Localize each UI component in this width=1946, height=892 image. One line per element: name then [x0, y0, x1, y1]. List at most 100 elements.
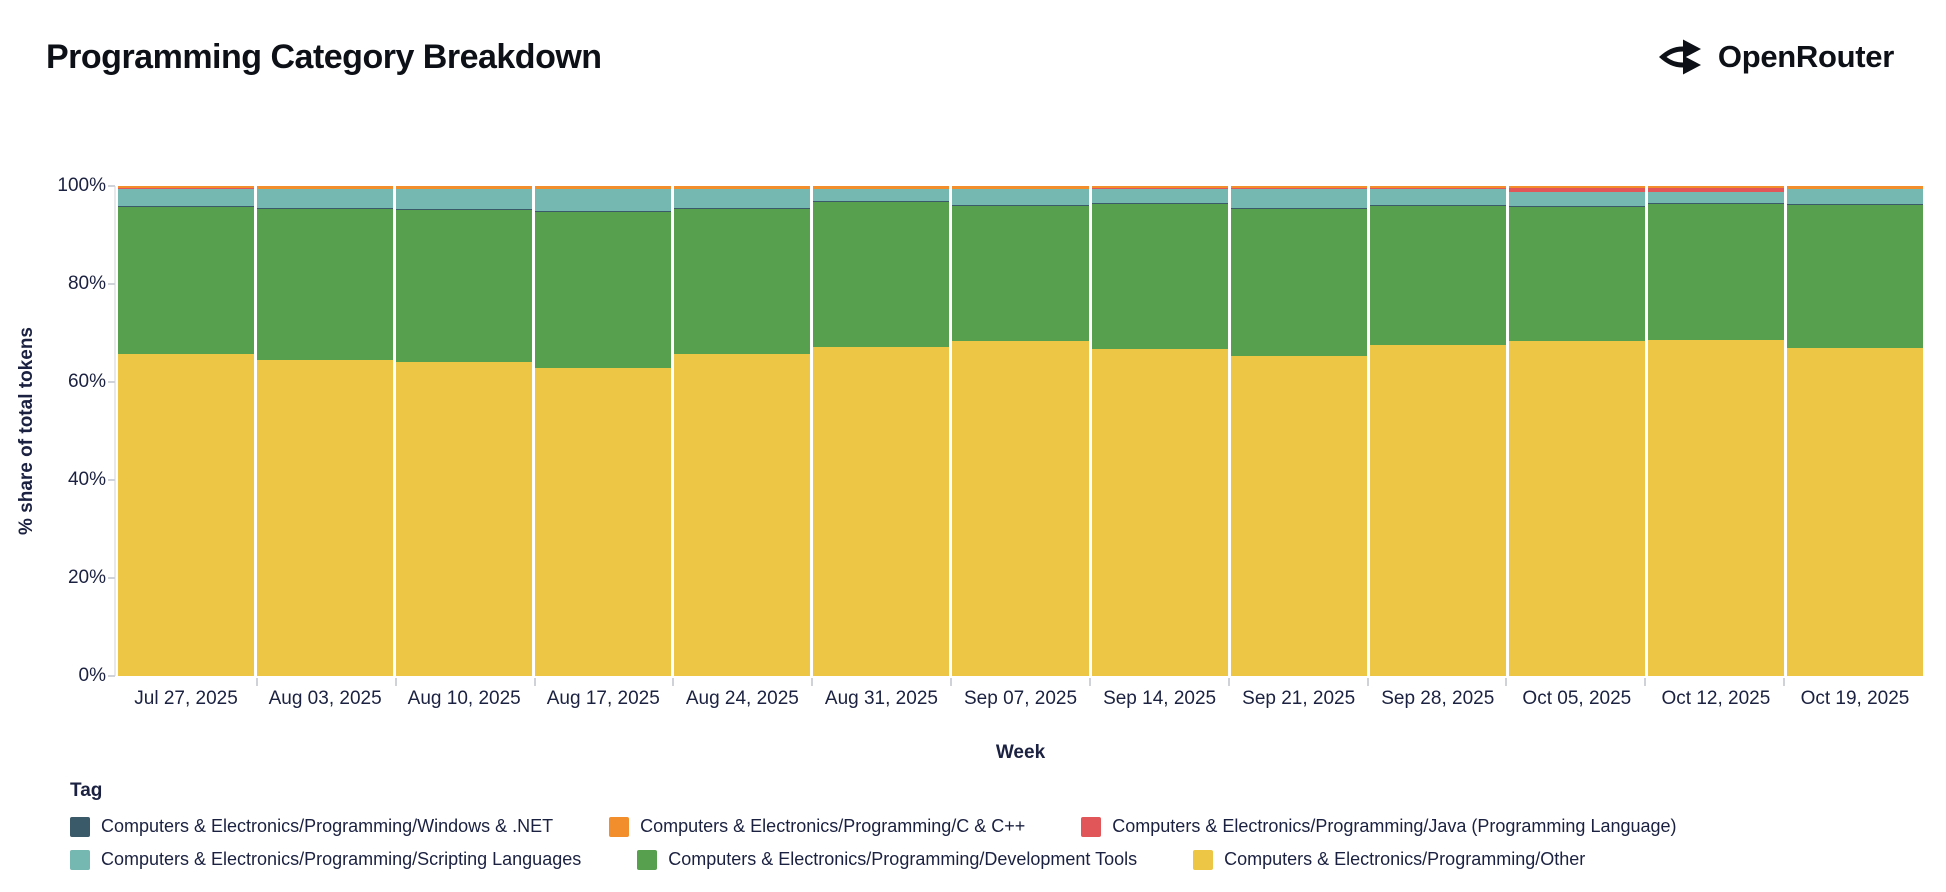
bar-week-2	[257, 186, 394, 676]
bar-segment-development-tools[interactable]	[1508, 206, 1645, 341]
bar-segment-windows-dotnet[interactable]	[952, 204, 1089, 206]
bar-segment-windows-dotnet[interactable]	[1230, 207, 1367, 209]
bar-segment-scripting-languages[interactable]	[118, 188, 255, 206]
bar-segment-scripting-languages[interactable]	[1091, 188, 1228, 204]
bar-segment-windows-dotnet[interactable]	[1091, 203, 1228, 205]
y-tick-mark	[108, 479, 115, 481]
bar-segment-other[interactable]	[535, 367, 672, 676]
legend-item-other: Computers & Electronics/Programming/Othe…	[1193, 849, 1585, 870]
bar-segment-other[interactable]	[952, 341, 1089, 676]
bar-segment-c-cpp[interactable]	[674, 186, 811, 189]
x-tick-mark	[255, 678, 258, 686]
bar-segment-windows-dotnet[interactable]	[535, 210, 672, 212]
bar-segment-windows-dotnet[interactable]	[118, 205, 255, 207]
openrouter-branch-icon	[1656, 36, 1704, 78]
bar-segment-scripting-languages[interactable]	[1786, 188, 1924, 204]
bar-segment-windows-dotnet[interactable]	[396, 209, 533, 211]
x-tick-label-week-4: Aug 17, 2025	[546, 688, 660, 709]
bar-segment-development-tools[interactable]	[1786, 204, 1924, 349]
bar-segment-development-tools[interactable]	[118, 206, 255, 355]
bar-segment-windows-dotnet[interactable]	[257, 207, 394, 209]
bar-segment-windows-dotnet[interactable]	[1508, 205, 1645, 207]
bar-segment-other[interactable]	[1786, 348, 1924, 676]
bar-segment-development-tools[interactable]	[813, 201, 950, 348]
bar-segment-scripting-languages[interactable]	[1508, 192, 1645, 206]
bar-segment-development-tools[interactable]	[1091, 204, 1228, 350]
bar-segment-other[interactable]	[1091, 349, 1228, 676]
bar-segment-c-cpp[interactable]	[257, 186, 394, 189]
legend-label-java: Computers & Electronics/Programming/Java…	[1112, 816, 1677, 836]
bar-segment-scripting-languages[interactable]	[396, 189, 533, 210]
bar-segment-c-cpp[interactable]	[1508, 186, 1645, 188]
bar-segment-windows-dotnet[interactable]	[674, 207, 811, 209]
bar-segment-c-cpp[interactable]	[535, 186, 672, 189]
bar-segment-other[interactable]	[396, 362, 533, 676]
bar-segment-development-tools[interactable]	[535, 211, 672, 368]
bar-week-5	[674, 186, 811, 676]
bar-segment-scripting-languages[interactable]	[535, 189, 672, 211]
bar-segment-java[interactable]	[1508, 188, 1645, 193]
bar-segment-other[interactable]	[1369, 344, 1506, 676]
bar-segment-scripting-languages[interactable]	[813, 188, 950, 201]
y-axis-line	[114, 186, 116, 676]
bar-week-12	[1647, 186, 1784, 676]
bar-segment-development-tools[interactable]	[396, 210, 533, 363]
y-tick-label: 80%	[67, 273, 106, 294]
x-tick-label-week-12: Oct 12, 2025	[1661, 688, 1771, 709]
x-tick-label-week-5: Aug 24, 2025	[685, 688, 799, 709]
bar-segment-other[interactable]	[813, 347, 950, 676]
x-tick-mark	[1644, 678, 1647, 686]
plot-area	[118, 186, 1924, 676]
bar-segment-java[interactable]	[1647, 188, 1784, 193]
x-tick-mark	[1366, 678, 1369, 686]
bar-segment-other[interactable]	[1647, 339, 1784, 676]
bar-segment-windows-dotnet[interactable]	[1647, 202, 1784, 204]
bar-segment-windows-dotnet[interactable]	[1786, 203, 1924, 205]
bar-week-4	[535, 186, 672, 676]
bar-week-7	[952, 186, 1089, 676]
bar-segment-development-tools[interactable]	[1369, 205, 1506, 345]
brand-name: OpenRouter	[1717, 39, 1894, 74]
x-tick-mark	[1227, 678, 1230, 686]
y-tick-label: 100%	[57, 175, 106, 196]
y-tick-label: 60%	[67, 371, 106, 392]
bar-segment-c-cpp[interactable]	[1786, 186, 1924, 189]
bar-segment-other[interactable]	[674, 353, 811, 676]
bar-segment-c-cpp[interactable]	[396, 186, 533, 189]
bar-segment-other[interactable]	[1230, 356, 1367, 676]
bar-segment-c-cpp[interactable]	[952, 186, 1089, 189]
bar-segment-scripting-languages[interactable]	[952, 188, 1089, 205]
bar-week-13	[1786, 186, 1924, 676]
bar-segment-development-tools[interactable]	[1647, 203, 1784, 340]
bar-week-8	[1091, 186, 1228, 676]
bar-segment-windows-dotnet[interactable]	[1369, 204, 1506, 206]
y-tick-label: 20%	[67, 567, 106, 588]
bar-segment-c-cpp[interactable]	[1369, 186, 1506, 189]
bar-segment-development-tools[interactable]	[674, 208, 811, 354]
bar-segment-other[interactable]	[257, 359, 394, 676]
bar-segment-scripting-languages[interactable]	[674, 189, 811, 208]
bar-segment-development-tools[interactable]	[952, 205, 1089, 342]
bar-segment-scripting-languages[interactable]	[1230, 188, 1367, 208]
bar-segment-c-cpp[interactable]	[118, 186, 255, 189]
bar-segment-c-cpp[interactable]	[1091, 186, 1228, 189]
bar-segment-development-tools[interactable]	[1230, 208, 1367, 357]
bar-segment-c-cpp[interactable]	[813, 186, 950, 189]
bar-segment-scripting-languages[interactable]	[1369, 188, 1506, 205]
bar-segment-c-cpp[interactable]	[1230, 186, 1367, 189]
y-tick-label: 0%	[78, 665, 106, 686]
x-tick-mark	[950, 678, 953, 686]
bar-segment-other[interactable]	[1508, 340, 1645, 676]
bar-segment-other[interactable]	[118, 354, 255, 676]
x-axis-labels: Jul 27, 2025 Aug 03, 2025 Aug 10, 2025 Aug …	[118, 688, 1923, 710]
bar-segment-c-cpp[interactable]	[1647, 186, 1784, 188]
x-tick-mark	[533, 678, 536, 686]
legend-swatch-scripting-languages	[70, 849, 90, 870]
bar-week-9	[1230, 186, 1367, 676]
bar-segment-scripting-languages[interactable]	[257, 189, 394, 208]
bar-segment-windows-dotnet[interactable]	[813, 200, 950, 202]
x-tick-label-week-11: Oct 05, 2025	[1522, 688, 1632, 709]
bar-segment-development-tools[interactable]	[257, 208, 394, 360]
bar-segment-scripting-languages[interactable]	[1647, 192, 1784, 203]
legend: Tag Computers & Electronics/Programming/…	[70, 780, 1900, 882]
